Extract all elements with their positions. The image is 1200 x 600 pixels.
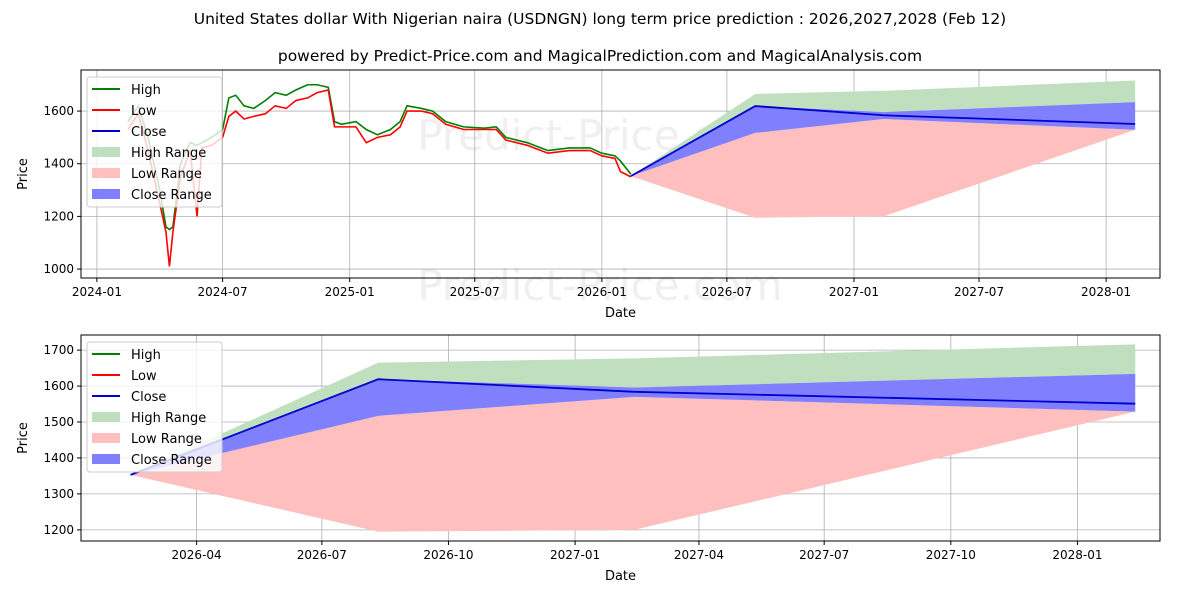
legend-label: High [131, 348, 161, 363]
chart-panel-2: 2026-04 2026-07 2026-10 2027-01 2027-04 2027-… [16, 334, 1161, 584]
x-axis-label: Date [605, 306, 636, 321]
x-tick-label: 2025-01 [325, 285, 375, 299]
legend-label: Close Range [131, 188, 212, 203]
x-tick-label: 2026-01 [577, 285, 627, 299]
x-tick-label: 2028-01 [1081, 285, 1131, 299]
legend-label: Close [131, 390, 166, 405]
close-range-area [130, 373, 1136, 475]
legend-label: High [131, 83, 161, 98]
legend-swatch-4 [92, 168, 120, 178]
y-tick-label: 1500 [43, 415, 74, 429]
axes-frame [80, 334, 1161, 542]
chart-title: United States dollar With Nigerian naira… [193, 10, 1007, 28]
close-line [130, 378, 1136, 476]
legend-label: High Range [131, 411, 206, 426]
close-line [630, 105, 1136, 177]
x-tick-label: 2028-01 [1052, 548, 1102, 562]
y-axis-label: Price [16, 158, 31, 190]
low-range-area [130, 396, 1136, 532]
x-tick-label: 2026-10 [423, 548, 473, 562]
x-tick-label: 2027-01 [550, 548, 600, 562]
legend-label: Low [131, 369, 157, 384]
x-tick-label: 2024-07 [198, 285, 248, 299]
x-tick-label: 2026-04 [172, 548, 222, 562]
legend-swatch-5 [92, 454, 120, 464]
high-range-area [630, 80, 1136, 177]
x-tick-label: 2026-07 [702, 285, 752, 299]
y-tick-label: 1000 [43, 262, 74, 276]
y-tick-label: 1400 [43, 451, 74, 465]
legend-box [86, 341, 223, 473]
legend-swatch-3 [92, 147, 120, 157]
legend-swatch-4 [92, 433, 120, 443]
legend-label: Low Range [131, 432, 202, 447]
x-tick-label: 2027-10 [926, 548, 976, 562]
legend-box [86, 76, 223, 208]
watermark: Predict-Price.com [417, 261, 782, 310]
x-tick-label: 2027-07 [954, 285, 1004, 299]
x-tick-label: 2027-07 [799, 548, 849, 562]
legend-label: Close [131, 125, 166, 140]
chart-subtitle: powered by Predict-Price.com and Magical… [277, 47, 923, 65]
x-tick-label: 2027-01 [829, 285, 879, 299]
y-tick-label: 1600 [43, 379, 74, 393]
y-tick-label: 1200 [43, 523, 74, 537]
legend-label: Low [131, 104, 157, 119]
x-tick-label: 2026-07 [297, 548, 347, 562]
x-tick-label: 2027-04 [674, 548, 724, 562]
legend: High Low Close High Range Low Range Close Ran… [86, 76, 223, 208]
y-axis-label: Price [16, 422, 31, 454]
close-range-area [630, 102, 1136, 177]
plot-area [127, 80, 1136, 267]
y-tick-label: 1200 [43, 209, 74, 223]
x-axis-label: Date [605, 569, 636, 584]
legend-label: Low Range [131, 167, 202, 182]
x-tick-label: 2024-01 [72, 285, 122, 299]
chart-panel-1: 2024-01 2024-07 2025-01 2025-07 2026-01 2026-… [16, 69, 1161, 321]
legend-label: Close Range [131, 453, 212, 468]
high-range-area [130, 344, 1136, 475]
low-range-area [630, 118, 1136, 218]
axes-frame [80, 69, 1161, 279]
y-tick-label: 1300 [43, 487, 74, 501]
y-tick-label: 1700 [43, 343, 74, 357]
legend-label: High Range [131, 146, 206, 161]
plot-area [130, 344, 1136, 532]
x-tick-label: 2025-07 [450, 285, 500, 299]
y-tick-label: 1600 [43, 104, 74, 118]
y-tick-label: 1400 [43, 157, 74, 171]
legend-swatch-3 [92, 412, 120, 422]
legend-swatch-5 [92, 189, 120, 199]
legend: High Low Close High Range Low Range Close Ran… [86, 341, 223, 473]
